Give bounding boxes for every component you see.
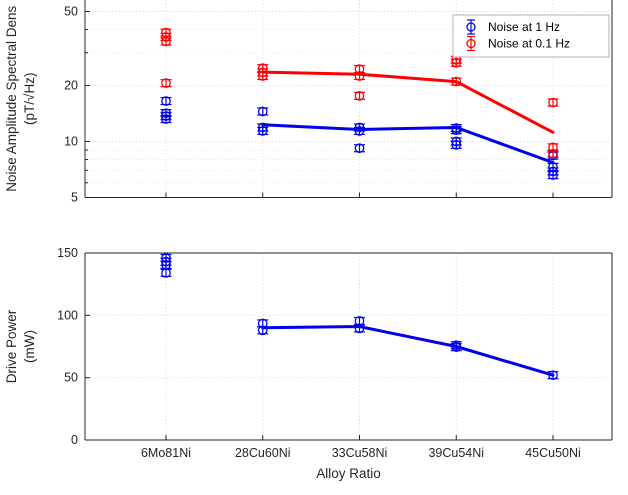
legend-label: Noise at 1 Hz [488,20,560,34]
data-point-marker [547,97,559,108]
x-tick-label: 39Cu54Ni [428,446,484,460]
data-point-marker [257,63,269,73]
data-point-marker [354,122,365,133]
y-axis-label: Drive Power [4,309,19,383]
data-point-marker [547,162,559,172]
data-point-marker [450,76,462,87]
data-point-marker [450,340,462,351]
x-tick-label: 6Mo81Ni [141,446,191,460]
x-tick-label: 28Cu60Ni [235,446,291,460]
data-point-marker [354,90,365,101]
series-drive-power [160,253,559,381]
data-point-marker [257,122,269,133]
trend-line [261,325,555,377]
data-point-marker [257,106,269,117]
data-point-marker [547,142,559,153]
axes-frame [84,0,613,198]
legend-box [452,14,610,58]
legend-marker-blue [466,19,476,35]
legend-label: Noise at 0.1 Hz [488,37,570,51]
data-point-marker [547,370,559,381]
y-tick-label: 10 [64,135,78,149]
y-axis-label: Noise Amplitude Spectral Dens [4,5,19,191]
data-point-marker [354,64,365,74]
trend-line [261,70,555,134]
y-tick-label: 20 [64,79,78,93]
x-tick-label: 45Cu50Ni [525,446,581,460]
series-noise-at-0.1-hz [160,27,559,159]
data-point-marker [160,96,172,106]
data-point-marker [160,253,172,263]
data-point-marker [160,78,172,88]
data-point-marker [450,123,462,133]
y-tick-label: 50 [64,371,78,385]
legend-marker-red [466,35,476,52]
data-point-marker [450,136,462,147]
y-tick-label: 0 [71,433,78,447]
series-noise-at-1-hz [160,96,559,180]
data-point-marker [354,143,365,154]
y-tick-label: 100 [57,308,78,322]
grid [85,252,612,440]
y-axis-label: (pT/√Hz) [22,73,37,125]
data-point-marker [160,27,172,38]
x-axis-label: Alloy Ratio [316,466,381,481]
y-tick-label: 150 [57,246,78,260]
y-tick-label: 50 [64,5,78,19]
x-tick-label: 33Cu58Ni [332,446,388,460]
y-axis-label: (mW) [22,330,37,363]
legend: Noise at 1 Hz Noise at 0.1 Hz [452,14,610,58]
data-point-marker [160,268,172,278]
data-point-marker [160,108,172,119]
data-point-marker [354,316,365,326]
power-plot: 0 50 100 150 6Mo81Ni 28Cu60Ni 33Cu58Ni 39Cu54Ni… [4,246,613,460]
y-tick-label: 5 [71,191,78,205]
data-point-marker [257,318,269,329]
axes-frame [84,252,613,441]
trend-line [261,123,555,165]
